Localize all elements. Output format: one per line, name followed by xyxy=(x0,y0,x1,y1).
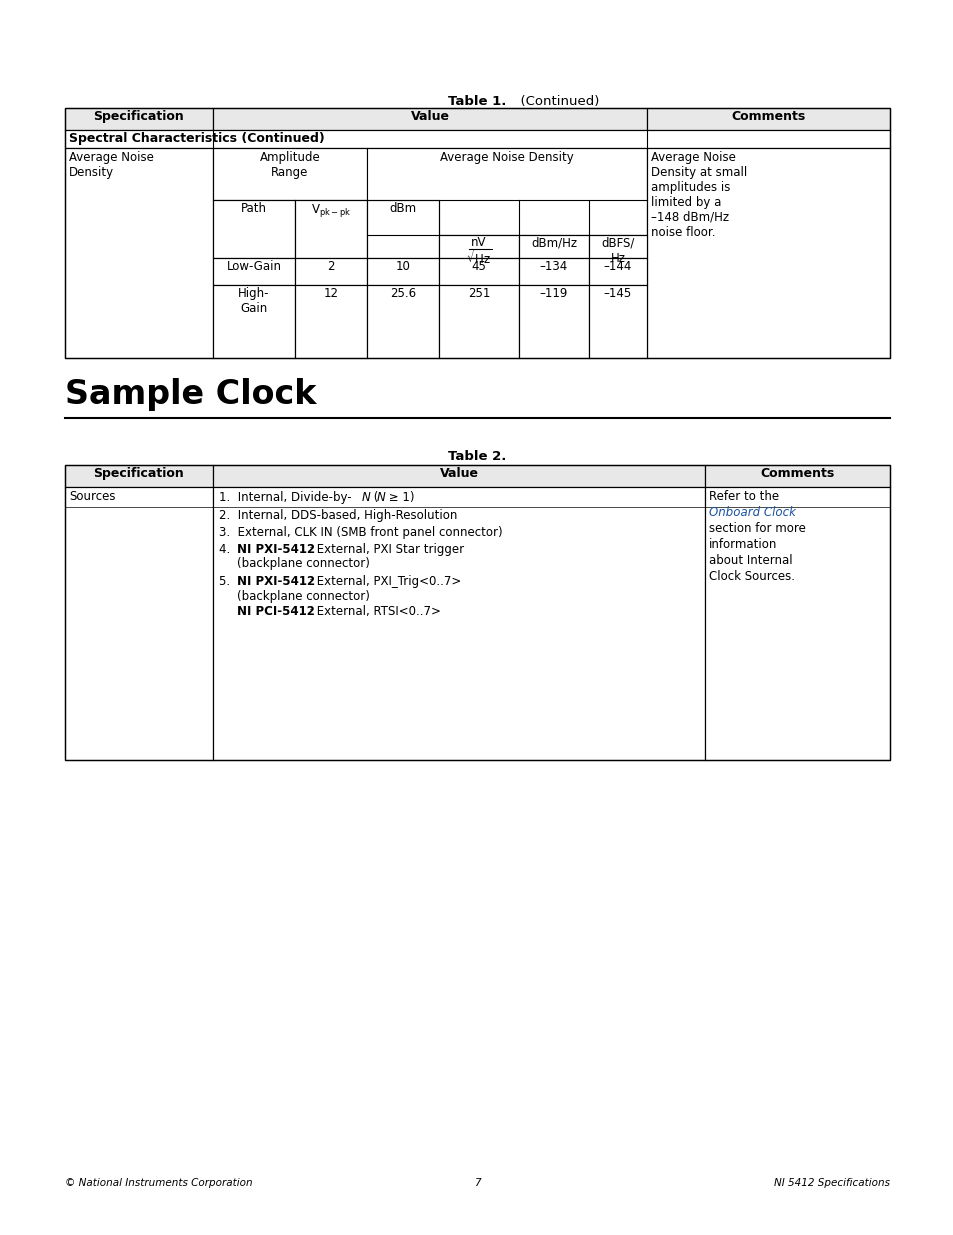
Bar xyxy=(294,258,367,285)
Text: 2.  Internal, DDS-based, High-Resolution: 2. Internal, DDS-based, High-Resolution xyxy=(219,509,456,522)
Text: : External, PXI_Trig<0..7>: : External, PXI_Trig<0..7> xyxy=(309,576,460,588)
Text: High-
Gain: High- Gain xyxy=(238,287,270,315)
Text: NI 5412 Specifications: NI 5412 Specifications xyxy=(773,1178,889,1188)
Text: Refer to the: Refer to the xyxy=(708,490,779,503)
Bar xyxy=(646,148,889,358)
Text: about Internal: about Internal xyxy=(708,555,792,567)
Bar xyxy=(213,107,646,130)
Text: (backplane connector): (backplane connector) xyxy=(236,590,370,603)
Text: : External, PXI Star trigger: : External, PXI Star trigger xyxy=(309,543,464,556)
Text: (backplane connector): (backplane connector) xyxy=(236,557,370,571)
Bar xyxy=(213,148,367,200)
Text: 3.  External, CLK IN (SMB front panel connector): 3. External, CLK IN (SMB front panel con… xyxy=(219,526,502,538)
Text: dBm: dBm xyxy=(389,203,416,215)
Text: NI PCI-5412: NI PCI-5412 xyxy=(236,605,314,618)
Text: 45: 45 xyxy=(471,261,486,273)
Text: N: N xyxy=(376,492,385,504)
Bar xyxy=(438,258,518,285)
Text: Value: Value xyxy=(439,467,478,480)
Bar xyxy=(65,130,889,148)
Bar xyxy=(518,235,588,258)
Text: 251: 251 xyxy=(467,287,490,300)
Text: Sample Clock: Sample Clock xyxy=(65,378,316,411)
Text: : External, RTSI<0..7>: : External, RTSI<0..7> xyxy=(309,605,440,618)
Text: dBFS/
Hz: dBFS/ Hz xyxy=(600,237,634,266)
Text: ≥ 1): ≥ 1) xyxy=(385,492,414,504)
Text: 5.: 5. xyxy=(219,576,237,588)
Text: 7: 7 xyxy=(474,1178,480,1188)
Text: Average Noise Density: Average Noise Density xyxy=(439,151,574,164)
Text: –119: –119 xyxy=(539,287,568,300)
Text: (Continued): (Continued) xyxy=(512,95,599,107)
Text: V$_\mathregular{pk-pk}$: V$_\mathregular{pk-pk}$ xyxy=(311,203,351,219)
Bar xyxy=(213,487,704,760)
Text: Amplitude
Range: Amplitude Range xyxy=(259,151,320,179)
Bar xyxy=(367,148,646,235)
Text: N: N xyxy=(361,492,371,504)
Text: –144: –144 xyxy=(603,261,632,273)
Text: Path: Path xyxy=(241,203,267,215)
Bar xyxy=(704,466,889,487)
Bar xyxy=(704,487,889,760)
Text: NI PXI-5412: NI PXI-5412 xyxy=(236,543,314,556)
Text: Low-Gain: Low-Gain xyxy=(226,261,281,273)
Text: (: ( xyxy=(370,492,378,504)
Bar xyxy=(367,200,438,258)
Bar xyxy=(65,107,213,130)
Bar xyxy=(438,285,518,358)
Text: Value: Value xyxy=(410,110,449,124)
Text: Sources: Sources xyxy=(69,490,115,503)
Bar xyxy=(646,107,889,130)
Text: –134: –134 xyxy=(539,261,568,273)
Bar xyxy=(588,235,646,258)
Bar xyxy=(518,285,588,358)
Bar xyxy=(294,285,367,358)
Text: 2: 2 xyxy=(327,261,335,273)
Text: Spectral Characteristics (Continued): Spectral Characteristics (Continued) xyxy=(69,132,324,144)
Text: 25.6: 25.6 xyxy=(390,287,416,300)
Text: Average Noise
Density at small
amplitudes is
limited by a
–148 dBm/Hz
noise floo: Average Noise Density at small amplitude… xyxy=(650,151,746,240)
Text: 1.  Internal, Divide-by-: 1. Internal, Divide-by- xyxy=(219,492,352,504)
Text: 4.: 4. xyxy=(219,543,237,556)
Text: 12: 12 xyxy=(323,287,338,300)
Bar xyxy=(65,487,213,760)
Bar xyxy=(65,466,889,760)
Bar xyxy=(65,148,213,358)
Text: $\sqrt{\mathregular{Hz}}$: $\sqrt{\mathregular{Hz}}$ xyxy=(465,248,492,267)
Text: Table 1.: Table 1. xyxy=(448,95,506,107)
Text: Comments: Comments xyxy=(760,467,834,480)
Bar xyxy=(213,200,294,258)
Text: Specification: Specification xyxy=(93,110,184,124)
Text: Clock Sources.: Clock Sources. xyxy=(708,571,794,583)
Bar xyxy=(367,285,438,358)
Text: nV: nV xyxy=(471,236,486,249)
Bar xyxy=(438,235,518,258)
Text: –145: –145 xyxy=(603,287,632,300)
Bar xyxy=(213,258,294,285)
Text: 10: 10 xyxy=(395,261,410,273)
Bar xyxy=(367,258,438,285)
Bar xyxy=(588,285,646,358)
Bar xyxy=(588,258,646,285)
Bar xyxy=(294,200,367,258)
Bar xyxy=(65,466,213,487)
Text: Average Noise
Density: Average Noise Density xyxy=(69,151,153,179)
Text: Specification: Specification xyxy=(93,467,184,480)
Bar xyxy=(518,258,588,285)
Text: NI PXI-5412: NI PXI-5412 xyxy=(236,576,314,588)
Text: dBm/Hz: dBm/Hz xyxy=(531,237,577,249)
Text: Comments: Comments xyxy=(731,110,804,124)
Bar xyxy=(65,107,889,358)
Text: section for more: section for more xyxy=(708,522,805,535)
Text: information: information xyxy=(708,538,777,551)
Text: © National Instruments Corporation: © National Instruments Corporation xyxy=(65,1178,253,1188)
Text: Onboard Clock: Onboard Clock xyxy=(708,506,795,519)
Text: Table 2.: Table 2. xyxy=(448,450,506,463)
Bar xyxy=(213,285,294,358)
Bar xyxy=(213,466,704,487)
